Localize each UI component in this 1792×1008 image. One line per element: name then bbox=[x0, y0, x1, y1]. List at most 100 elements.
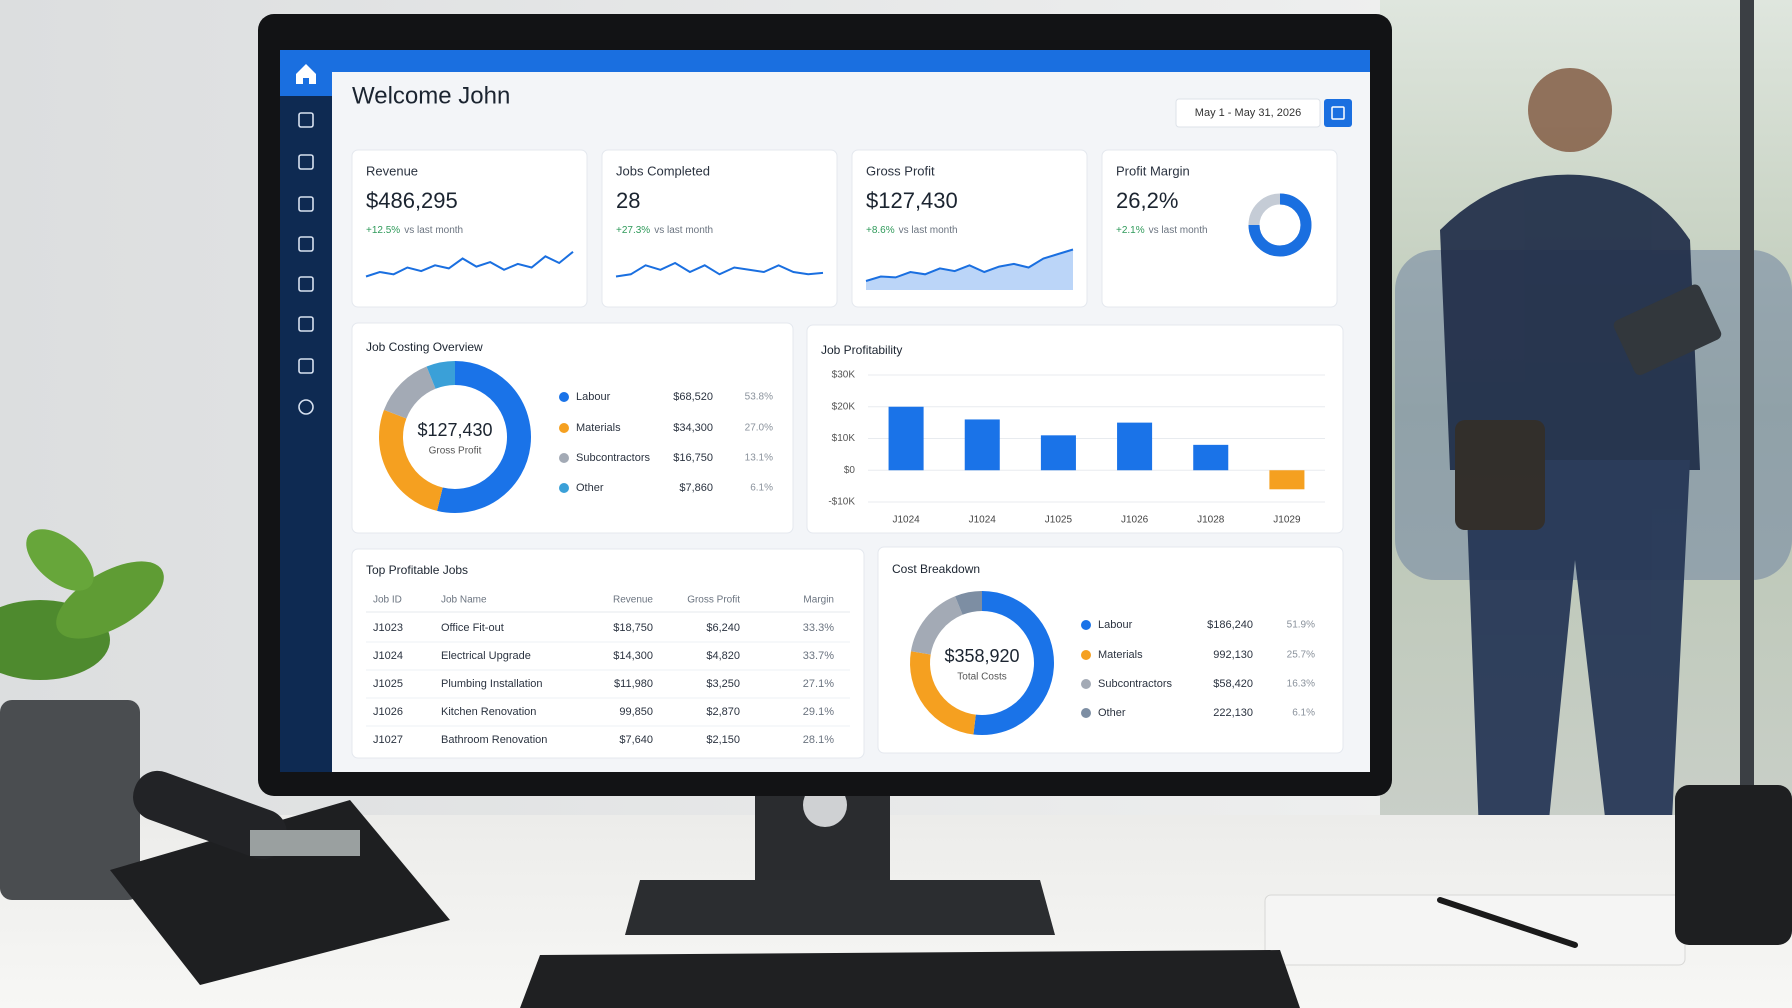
table-cell: J1026 bbox=[373, 706, 403, 718]
kpi-value: $127,430 bbox=[866, 188, 958, 213]
date-range: May 1 - May 31, 2026 bbox=[1195, 107, 1301, 119]
column-header: Gross Profit bbox=[687, 595, 740, 606]
home-icon[interactable] bbox=[296, 64, 316, 84]
legend-share: 51.9% bbox=[1287, 620, 1315, 631]
donut-segment bbox=[910, 596, 963, 655]
page-title: Welcome John bbox=[352, 82, 510, 109]
legend-share: 6.1% bbox=[750, 483, 773, 494]
nav-icon[interactable] bbox=[298, 154, 314, 170]
x-tick-label: J1024 bbox=[892, 515, 920, 526]
bar bbox=[964, 419, 1000, 471]
mug bbox=[1675, 785, 1792, 945]
sparkline bbox=[865, 248, 1074, 282]
kpi-change-line: +12.5% vs last month bbox=[366, 225, 463, 236]
kpi-label: Gross Profit bbox=[866, 163, 935, 178]
table-cell: 27.1% bbox=[803, 678, 834, 690]
donut-segment bbox=[379, 409, 444, 511]
bar bbox=[1040, 435, 1076, 471]
table-cell: 33.7% bbox=[803, 650, 834, 662]
table-cell: $2,150 bbox=[706, 734, 740, 746]
bar bbox=[888, 406, 924, 471]
table-cell: $6,240 bbox=[706, 622, 740, 634]
calendar-icon[interactable] bbox=[1331, 106, 1345, 120]
date-picker[interactable] bbox=[1175, 98, 1321, 128]
table-cell: $11,980 bbox=[614, 678, 653, 690]
table-cell: Kitchen Renovation bbox=[441, 706, 536, 718]
donut-segment bbox=[973, 591, 1054, 735]
calendar-button[interactable] bbox=[1324, 99, 1352, 127]
legend-amount: $16,750 bbox=[673, 452, 713, 464]
card-title: Cost Breakdown bbox=[892, 562, 980, 576]
legend-dot bbox=[1081, 679, 1091, 689]
nav-icon[interactable] bbox=[298, 399, 314, 415]
card-title: Job Profitability bbox=[821, 343, 902, 357]
kpi-change-note: vs last month bbox=[404, 225, 463, 236]
kpi-change: +12.5% bbox=[366, 225, 400, 236]
sparkline-area bbox=[866, 249, 1073, 290]
y-tick-label: -$10K bbox=[828, 497, 855, 508]
phone bbox=[110, 770, 450, 985]
kpi-change: +8.6% bbox=[866, 225, 895, 236]
nav-icon[interactable] bbox=[298, 196, 314, 212]
donut-segment bbox=[955, 591, 983, 615]
card-title: Job Costing Overview bbox=[366, 340, 483, 354]
nav-icon[interactable] bbox=[298, 236, 314, 252]
table-cell: Office Fit-out bbox=[441, 622, 504, 634]
legend-dot bbox=[559, 453, 569, 463]
kpi-change-note: vs last month bbox=[899, 225, 958, 236]
nav-icon[interactable] bbox=[298, 112, 314, 128]
nav-icon[interactable] bbox=[298, 358, 314, 374]
window-frame bbox=[1740, 0, 1754, 820]
sidebar bbox=[280, 50, 332, 772]
card bbox=[1101, 149, 1338, 308]
table-cell: $14,300 bbox=[613, 650, 653, 662]
legend-name: Subcontractors bbox=[576, 452, 650, 464]
table-cell: J1023 bbox=[373, 622, 403, 634]
legend-share: 25.7% bbox=[1287, 650, 1315, 661]
nav-icon[interactable] bbox=[298, 316, 314, 332]
legend-name: Materials bbox=[576, 422, 621, 434]
x-tick-label: J1026 bbox=[1121, 515, 1149, 526]
table-cell: $4,820 bbox=[706, 650, 740, 662]
column-header: Job ID bbox=[373, 595, 402, 606]
notebook bbox=[1264, 894, 1686, 966]
legend-dot bbox=[1081, 620, 1091, 630]
x-tick-label: J1028 bbox=[1197, 515, 1225, 526]
dashboard: Welcome John May 1 - May 31, 2026 Revenue $… bbox=[280, 50, 1370, 772]
kpi-change: +2.1% bbox=[1116, 225, 1145, 236]
legend-dot bbox=[559, 423, 569, 433]
card bbox=[601, 149, 838, 308]
donut-segment bbox=[383, 366, 437, 419]
donut-center-value: $127,430 bbox=[417, 420, 492, 440]
table-cell: Plumbing Installation bbox=[441, 678, 543, 690]
card bbox=[351, 548, 865, 759]
table-cell: J1027 bbox=[373, 734, 403, 746]
kpi-change-line: +27.3% vs last month bbox=[616, 225, 713, 236]
table-cell: J1024 bbox=[373, 650, 403, 662]
bar bbox=[1117, 422, 1153, 471]
legend-name: Labour bbox=[1098, 619, 1133, 631]
legend-share: 53.8% bbox=[745, 392, 773, 403]
gauge-arc bbox=[1248, 193, 1312, 257]
legend-share: 27.0% bbox=[745, 423, 773, 434]
table-cell: $18,750 bbox=[613, 622, 653, 634]
column-header: Revenue bbox=[613, 595, 653, 606]
nav-icon[interactable] bbox=[298, 276, 314, 292]
y-tick-label: $0 bbox=[844, 465, 856, 476]
table-cell: Bathroom Renovation bbox=[441, 734, 547, 746]
kpi-label: Revenue bbox=[366, 163, 418, 178]
legend-amount: 992,130 bbox=[1213, 649, 1253, 661]
kpi-change-note: vs last month bbox=[1149, 225, 1208, 236]
kpi-value: $486,295 bbox=[366, 188, 458, 213]
donut-center-label: Total Costs bbox=[957, 672, 1006, 683]
donut-center-value: $358,920 bbox=[944, 646, 1019, 666]
kpi-change-line: +8.6% vs last month bbox=[866, 225, 958, 236]
legend-share: 6.1% bbox=[1292, 708, 1315, 719]
donut-center-label: Gross Profit bbox=[429, 446, 482, 457]
legend-name: Materials bbox=[1098, 649, 1143, 661]
bar bbox=[1269, 470, 1305, 490]
sparkline bbox=[615, 261, 824, 278]
person bbox=[1440, 68, 1722, 860]
